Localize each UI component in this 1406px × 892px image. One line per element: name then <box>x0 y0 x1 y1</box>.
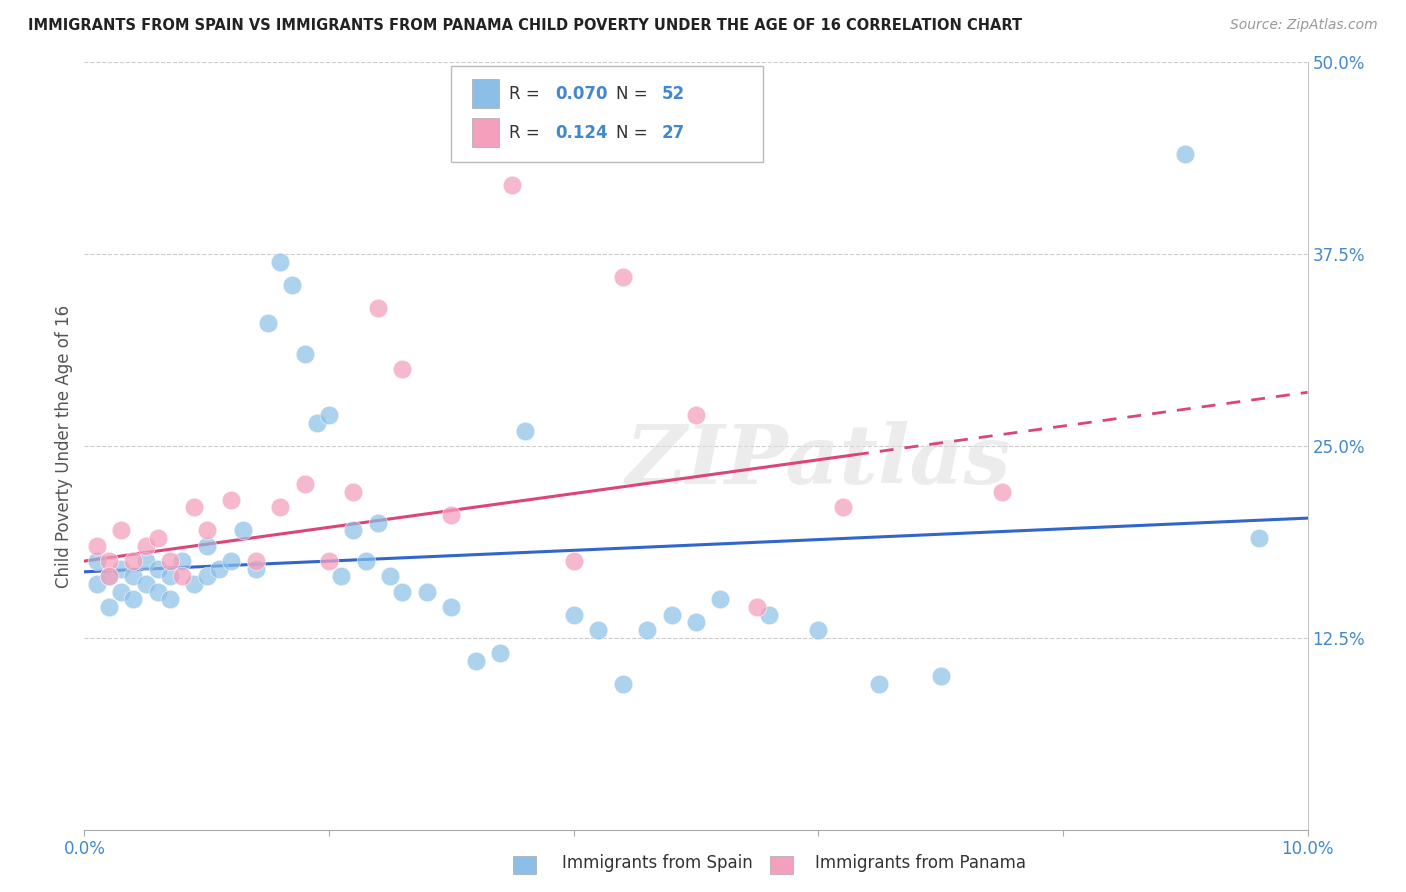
Point <box>991 485 1014 500</box>
Point <box>367 516 389 530</box>
Point <box>747 600 769 615</box>
Point <box>1247 531 1270 545</box>
Point <box>110 584 132 599</box>
Point <box>636 623 658 637</box>
Point <box>110 524 132 538</box>
Point <box>685 409 707 423</box>
Point <box>440 508 463 522</box>
Point <box>195 524 218 538</box>
Text: ZIPatlas: ZIPatlas <box>626 421 1011 501</box>
Point <box>502 178 524 193</box>
Point <box>342 524 364 538</box>
Point <box>97 554 120 568</box>
Point <box>97 569 120 583</box>
Point <box>269 500 291 515</box>
Point <box>661 607 683 622</box>
Point <box>586 623 609 637</box>
Text: Immigrants from Panama: Immigrants from Panama <box>815 855 1026 872</box>
Point <box>758 607 780 622</box>
Point <box>489 646 512 660</box>
Point <box>135 554 157 568</box>
Point <box>1174 147 1197 161</box>
Text: 27: 27 <box>662 124 685 142</box>
Point <box>929 669 952 683</box>
Point <box>391 362 413 376</box>
Point <box>294 477 316 491</box>
Point <box>245 562 267 576</box>
Point <box>245 554 267 568</box>
Point <box>97 600 120 615</box>
Point <box>831 500 853 515</box>
Point <box>159 569 181 583</box>
Point <box>281 277 304 292</box>
Point <box>86 554 108 568</box>
Text: N =: N = <box>616 124 654 142</box>
Point <box>135 539 157 553</box>
Point <box>195 539 218 553</box>
Point <box>183 577 205 591</box>
Point <box>97 569 120 583</box>
Point <box>146 584 169 599</box>
Text: 0.070: 0.070 <box>555 85 607 103</box>
Text: 0.124: 0.124 <box>555 124 607 142</box>
Point <box>232 524 254 538</box>
Point <box>807 623 830 637</box>
Point <box>135 577 157 591</box>
Point <box>159 592 181 607</box>
Point <box>122 554 145 568</box>
Point <box>86 577 108 591</box>
Point <box>562 607 585 622</box>
Text: R =: R = <box>509 124 544 142</box>
Point <box>219 492 242 507</box>
Point <box>367 301 389 315</box>
Point <box>318 409 340 423</box>
Bar <box>770 856 793 874</box>
Point <box>219 554 242 568</box>
Point <box>612 677 634 691</box>
Text: N =: N = <box>616 85 654 103</box>
Point <box>440 600 463 615</box>
Point <box>195 569 218 583</box>
FancyBboxPatch shape <box>472 79 499 109</box>
Point <box>159 554 181 568</box>
Text: 52: 52 <box>662 85 685 103</box>
Point <box>380 569 402 583</box>
Point <box>86 539 108 553</box>
Text: Source: ZipAtlas.com: Source: ZipAtlas.com <box>1230 18 1378 32</box>
Point <box>122 569 145 583</box>
Point <box>464 654 486 668</box>
Point <box>416 584 439 599</box>
Point <box>354 554 377 568</box>
Point <box>318 554 340 568</box>
Point <box>391 584 413 599</box>
Point <box>685 615 707 630</box>
Point <box>330 569 353 583</box>
Text: Immigrants from Spain: Immigrants from Spain <box>562 855 754 872</box>
Y-axis label: Child Poverty Under the Age of 16: Child Poverty Under the Age of 16 <box>55 304 73 588</box>
Point <box>709 592 731 607</box>
Point <box>146 562 169 576</box>
Point <box>294 347 316 361</box>
Bar <box>513 856 536 874</box>
Point <box>869 677 891 691</box>
Point <box>305 416 328 430</box>
FancyBboxPatch shape <box>472 118 499 147</box>
Point <box>172 554 194 568</box>
Point <box>562 554 585 568</box>
Point <box>513 424 536 438</box>
Point <box>257 316 280 330</box>
FancyBboxPatch shape <box>451 66 763 162</box>
Point <box>342 485 364 500</box>
Text: R =: R = <box>509 85 544 103</box>
Point <box>122 592 145 607</box>
Point <box>172 569 194 583</box>
Point <box>208 562 231 576</box>
Point <box>183 500 205 515</box>
Point <box>269 255 291 269</box>
Point <box>110 562 132 576</box>
Point <box>612 270 634 285</box>
Point <box>146 531 169 545</box>
Text: IMMIGRANTS FROM SPAIN VS IMMIGRANTS FROM PANAMA CHILD POVERTY UNDER THE AGE OF 1: IMMIGRANTS FROM SPAIN VS IMMIGRANTS FROM… <box>28 18 1022 33</box>
